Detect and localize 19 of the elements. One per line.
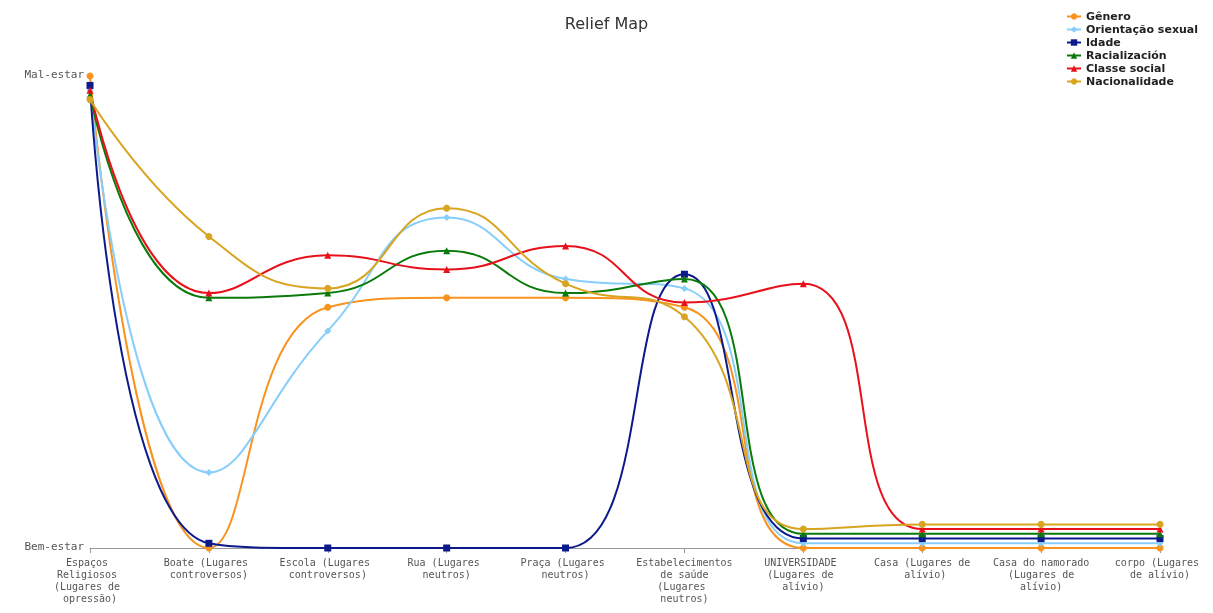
legend-label: Idade bbox=[1086, 36, 1121, 49]
x-tick-label: Estabelecimentos de saúde (Lugares neutros) bbox=[636, 556, 733, 604]
legend-label: Orientação sexual bbox=[1086, 23, 1199, 36]
x-tick-label: Casa do namorado (Lugares de alívio) bbox=[992, 556, 1090, 592]
text: Bem-estar bbox=[24, 540, 85, 553]
x-tick-label: Escola (Lugares controversos) bbox=[279, 556, 376, 580]
x-tick-label: Rua (Lugares neutros) bbox=[407, 556, 486, 580]
x-tick-label: corpo (Lugares de alívio) bbox=[1114, 556, 1206, 580]
legend-label: Classe social bbox=[1086, 62, 1166, 75]
text: Mal-estar bbox=[24, 68, 85, 81]
chart-title: Relief Map bbox=[564, 13, 649, 33]
legend-label: Nacionalidade bbox=[1086, 75, 1174, 88]
legend-label: Gênero bbox=[1086, 10, 1132, 23]
x-tick-label: Espaços Religiosos (Lugares de opressão) bbox=[53, 556, 127, 604]
x-tick-label: Boate (Lugares controversos) bbox=[163, 556, 255, 580]
x-tick-label: Praça (Lugares neutros) bbox=[520, 556, 611, 580]
x-tick-label: UNIVERSIDADE (Lugares de alívio) bbox=[764, 556, 843, 592]
x-tick-label: Casa (Lugares de alívio) bbox=[874, 556, 971, 580]
legend-label: Racialización bbox=[1086, 49, 1167, 62]
